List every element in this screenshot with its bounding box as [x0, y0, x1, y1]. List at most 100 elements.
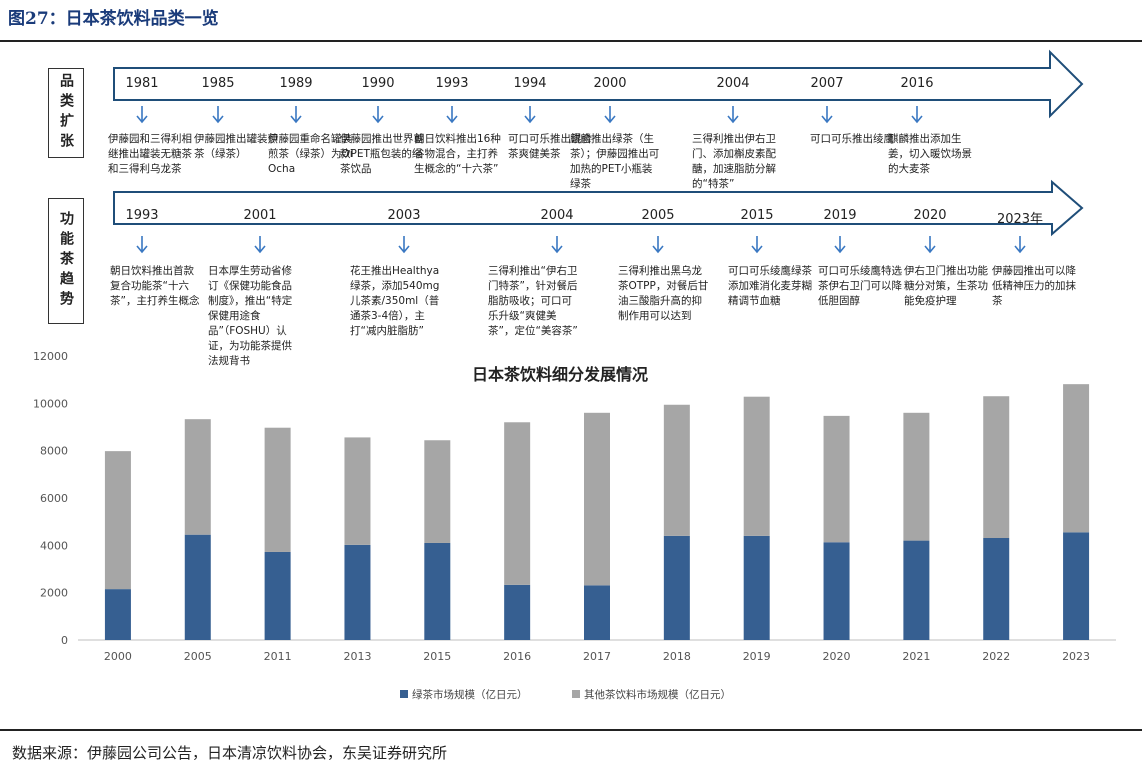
y-tick-label: 4000	[40, 539, 68, 552]
timeline2-label: 功能茶趋势	[58, 211, 74, 311]
legend-swatch	[400, 690, 408, 698]
timeline1-event-down-arrow	[290, 106, 302, 124]
x-tick-label: 2022	[982, 650, 1010, 663]
timeline1-event-description: 麒麟推出绿茶（生茶）；伊藤园推出可加热的PET小瓶装绿茶	[570, 133, 660, 190]
timeline1-event-description: 朝日饮料推出16种谷物混合，主打养生概念的“十六茶”	[414, 133, 501, 175]
bar-other-tea	[983, 396, 1010, 538]
timeline2-event-down-arrow	[751, 236, 763, 254]
timeline2-event-description: 可口可乐绫鹰绿茶添加难消化麦芽糊精调节血糖	[728, 265, 812, 307]
timeline1-event-year: 1981	[125, 76, 159, 91]
timeline1-event-year: 1990	[361, 76, 395, 91]
bar-other-tea	[344, 437, 371, 545]
bar-other-tea	[424, 440, 451, 543]
timeline2-event-year: 2003	[387, 208, 421, 223]
timeline2-event-year: 2023年	[996, 212, 1044, 227]
timeline2-event-description: 三得利推出“伊右卫门特茶”，针对餐后脂肪吸收；可口可乐升级“爽健美茶”，定位“美…	[488, 265, 578, 337]
timeline2-event-description: 朝日饮料推出首款复合功能茶“十六茶”，主打养生概念	[110, 265, 200, 307]
y-tick-label: 6000	[40, 492, 68, 505]
bar-green-tea	[504, 584, 531, 640]
legend-label: 其他茶饮料市场规模（亿日元）	[584, 688, 731, 701]
timeline2-event-down-arrow	[136, 236, 148, 254]
timeline2-event-year: 2015	[740, 208, 774, 223]
bar-green-tea	[104, 589, 131, 640]
x-tick-label: 2017	[583, 650, 611, 663]
timeline2-event-down-arrow	[551, 236, 563, 254]
timeline2-label-box: 功能茶趋势	[48, 198, 84, 324]
timeline1-event-description: 伊藤园推出罐装煎茶（绿茶）	[194, 133, 278, 160]
bar-other-tea	[104, 451, 131, 590]
timeline2-event-year: 2001	[243, 208, 277, 223]
timeline2-event-down-arrow	[652, 236, 664, 254]
bar-green-tea	[823, 542, 850, 640]
timeline1-arrow	[113, 49, 1084, 119]
timeline1-event-down-arrow	[136, 106, 148, 124]
timeline1-event-year: 1994	[513, 76, 547, 91]
timeline1-event-description: 伊藤园推出世界首款PET瓶包装的绿茶饮品	[340, 133, 424, 175]
bottom-rule	[0, 729, 1142, 731]
timeline2-event-down-arrow	[1014, 236, 1026, 254]
bar-green-tea	[663, 535, 690, 640]
legend-swatch	[572, 690, 580, 698]
timeline2-down-arrows	[136, 236, 1026, 254]
x-tick-label: 2005	[184, 650, 212, 663]
timeline1-event-description: 可口可乐推出混合茶爽健美茶	[508, 133, 592, 160]
timeline1-event-down-arrow	[911, 106, 923, 124]
y-tick-label: 2000	[40, 587, 68, 600]
x-tick-label: 2011	[264, 650, 292, 663]
source-note: 数据来源：伊藤园公司公告，日本清凉饮料协会，东吴证券研究所	[12, 744, 448, 762]
y-tick-label: 12000	[33, 350, 68, 363]
x-tick-label: 2019	[743, 650, 771, 663]
timeline2-arrow	[113, 179, 1084, 237]
timeline1-label: 品类扩张	[58, 73, 74, 153]
bar-other-tea	[903, 412, 930, 541]
bar-green-tea	[184, 534, 211, 640]
bar-other-tea	[823, 415, 850, 543]
x-tick-label: 2018	[663, 650, 691, 663]
timeline1-event-year: 2000	[593, 76, 627, 91]
chart-title: 日本茶饮料细分发展情况	[472, 365, 648, 384]
timeline1-event-year: 2007	[810, 76, 844, 91]
figure-title: 图27：日本茶饮料品类一览	[8, 9, 219, 29]
timeline2-event-description: 三得利推出黑乌龙茶OTPP，对餐后甘油三酸脂升高的抑制作用可以达到	[618, 265, 709, 322]
bar-green-tea	[424, 542, 451, 640]
timeline2-event-down-arrow	[254, 236, 266, 254]
x-tick-label: 2020	[823, 650, 851, 663]
timeline2-event-year: 1993	[125, 208, 159, 223]
timeline1-event-down-arrow	[821, 106, 833, 124]
x-tick-label: 2015	[423, 650, 451, 663]
timeline1-event-down-arrow	[446, 106, 458, 124]
timeline2-event-year: 2005	[641, 208, 675, 223]
timeline2-event-down-arrow	[398, 236, 410, 254]
timeline1-event-description: 伊藤园重命名罐装煎茶（绿茶）为Oi Ocha	[268, 133, 353, 175]
timeline1-event-year: 2016	[900, 76, 934, 91]
timeline2-event-description: 日本厚生劳动省修订《保健功能食品制度》，推出“特定保健用途食品”（FOSHU）认…	[208, 265, 293, 367]
bar-green-tea	[903, 540, 930, 640]
bars	[104, 384, 1090, 640]
bar-other-tea	[663, 404, 690, 536]
timeline2-event-description: 花王推出Healthya绿茶，添加540mg儿茶素/350ml（普通茶3-4倍）…	[350, 265, 440, 337]
timeline1-event-down-arrow	[372, 106, 384, 124]
timeline1-event-down-arrow	[524, 106, 536, 124]
y-axis: 0 2000 4000 6000 8000 10000 12000	[33, 350, 1116, 647]
timeline1-event-description: 可口可乐推出绫鹰	[810, 133, 894, 145]
bar-green-tea	[264, 551, 291, 640]
timeline2-event-year: 2004	[540, 208, 574, 223]
timeline1-event-description: 麒麟推出添加生姜，切入暖饮场景的大麦茶	[888, 133, 972, 175]
bar-other-tea	[504, 422, 531, 585]
timeline1-event-year: 1989	[279, 76, 313, 91]
timeline1-event-down-arrow	[604, 106, 616, 124]
timeline1-label-box: 品类扩张	[48, 68, 84, 158]
bar-green-tea	[1063, 532, 1090, 640]
stacked-bar-chart: 日本茶饮料细分发展情况 020004000600080001000012000 …	[33, 350, 1116, 701]
legend: 绿茶市场规模（亿日元） 其他茶饮料市场规模（亿日元）	[400, 688, 731, 701]
bar-other-tea	[743, 396, 770, 536]
y-tick-label: 0	[61, 634, 68, 647]
y-tick-label: 8000	[40, 445, 68, 458]
timeline1-event-year: 1993	[435, 76, 469, 91]
timeline1-event-description: 三得利推出伊右卫门、添加槲皮素配醣，加速脂肪分解的“特茶”	[692, 133, 776, 190]
timeline2-event-description: 伊藤园推出可以降低精神压力的加抹茶	[992, 265, 1076, 307]
y-tick-label: 10000	[33, 397, 68, 410]
timeline2-event-year: 2019	[823, 208, 857, 223]
bar-other-tea	[1063, 384, 1090, 533]
bar-green-tea	[584, 585, 610, 640]
